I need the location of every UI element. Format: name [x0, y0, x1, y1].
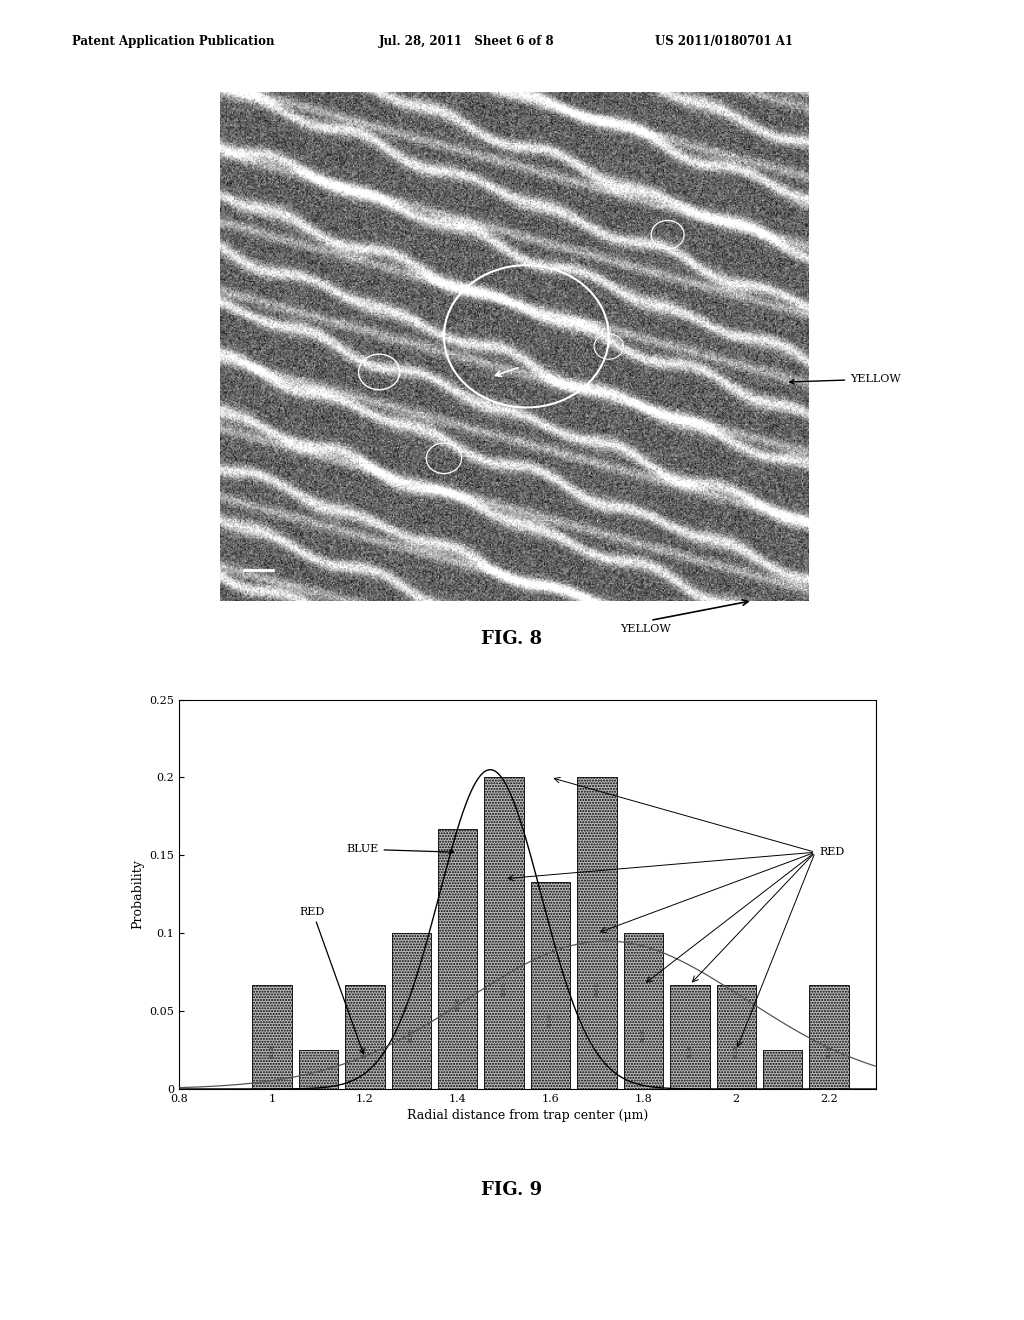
Text: BLUE: BLUE: [409, 1028, 414, 1043]
Text: YELLOW: YELLOW: [620, 624, 671, 635]
Bar: [252, 985, 292, 1089]
Text: YELLOW: YELLOW: [790, 374, 901, 384]
Text: BLUE: BLUE: [269, 1044, 274, 1057]
Text: BLUE: BLUE: [687, 1044, 692, 1057]
Bar: [484, 777, 524, 1089]
Text: Jul. 28, 2011   Sheet 6 of 8: Jul. 28, 2011 Sheet 6 of 8: [379, 34, 555, 48]
Text: Patent Application Publication: Patent Application Publication: [72, 34, 274, 48]
Bar: [624, 933, 664, 1089]
Text: FIG. 9: FIG. 9: [481, 1180, 543, 1199]
Bar: [717, 985, 756, 1089]
Bar: [578, 777, 616, 1089]
Text: RED: RED: [820, 847, 845, 857]
Text: BLUE: BLUE: [641, 1028, 646, 1043]
Text: US 2011/0180701 A1: US 2011/0180701 A1: [655, 34, 794, 48]
Bar: [809, 985, 849, 1089]
Text: BLUE: BLUE: [595, 981, 599, 995]
Bar: [670, 985, 710, 1089]
Bar: [763, 1051, 803, 1089]
Text: BLUE: BLUE: [346, 845, 454, 854]
Bar: [530, 882, 570, 1089]
X-axis label: Radial distance from trap center (μm): Radial distance from trap center (μm): [407, 1109, 648, 1122]
Text: RED: RED: [300, 907, 365, 1053]
Bar: [438, 829, 477, 1089]
Text: BLUE: BLUE: [362, 1044, 368, 1057]
Text: BLUE: BLUE: [734, 1044, 738, 1057]
Bar: [391, 933, 431, 1089]
Bar: [299, 1051, 338, 1089]
Y-axis label: Probability: Probability: [131, 859, 144, 929]
Text: BLUE: BLUE: [456, 997, 460, 1011]
Text: BLUE: BLUE: [826, 1044, 831, 1057]
Text: FIG. 8: FIG. 8: [481, 630, 543, 648]
Text: BLUE: BLUE: [548, 1012, 553, 1027]
Bar: [345, 985, 385, 1089]
Text: BLUE: BLUE: [502, 981, 507, 995]
